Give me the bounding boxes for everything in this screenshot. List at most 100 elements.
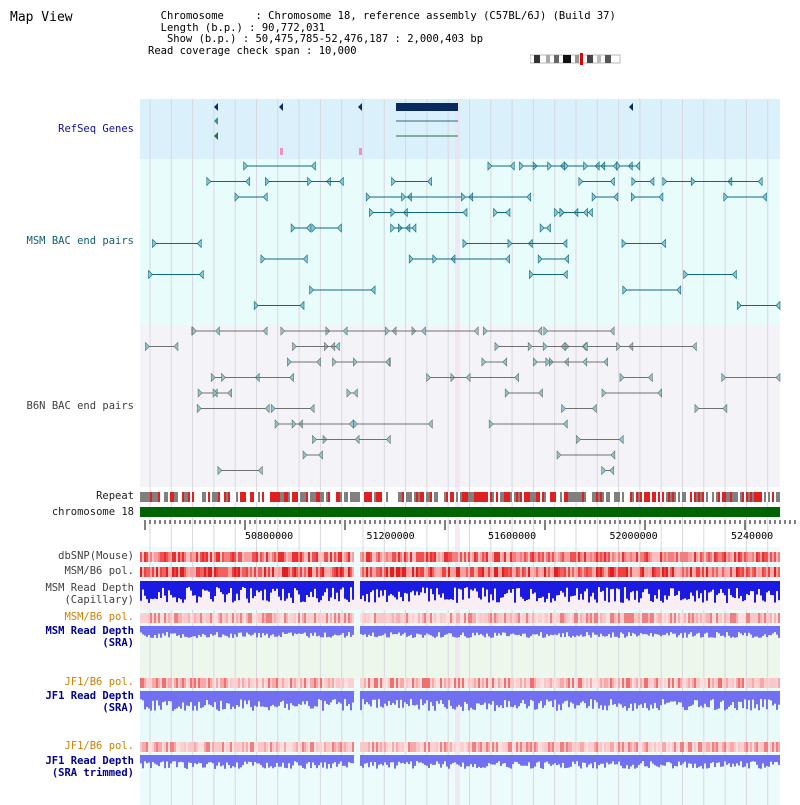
msm-bac-pair-end[interactable] [245,176,251,187]
msm-bac-pair-end[interactable] [762,192,767,202]
b6n-bac-pair-end[interactable] [274,419,280,429]
msm-bac-pair-end[interactable] [299,300,305,311]
msm-bac-pair-end[interactable] [432,254,438,264]
b6n-bac-pair-end[interactable] [722,403,728,414]
gene-block[interactable] [396,103,458,111]
b6n-bac-pair-end[interactable] [537,326,543,336]
msm-bac-pair-end[interactable] [661,238,666,249]
b6n-bac-pair-end[interactable] [221,372,226,383]
msm-bac-pair-end[interactable] [427,176,432,187]
msm-bac-pair-end[interactable] [408,254,414,264]
msm-bac-pair-end[interactable] [206,176,212,187]
b6n-bac-pair-end[interactable] [427,419,433,429]
b6n-bac-pair-end[interactable] [227,388,232,398]
msm-bac-pair-end[interactable] [509,161,515,171]
b6n-bac-pair-end[interactable] [543,326,549,336]
msm-bac-pair-end[interactable] [529,269,534,280]
gene-arrow[interactable] [358,103,362,111]
msm-bac-pair-end[interactable] [260,254,266,264]
msm-bac-pair-end[interactable] [539,223,545,233]
msm-bac-pair-end[interactable] [198,269,204,280]
b6n-bac-pair-end[interactable] [591,403,597,414]
msm-bac-pair-end[interactable] [547,161,553,171]
msm-bac-pair-end[interactable] [370,285,376,295]
msm-bac-pair-end[interactable] [564,254,569,264]
msm-bac-pair-end[interactable] [505,254,510,264]
msm-bac-pair-end[interactable] [775,300,781,311]
b6n-bac-pair-end[interactable] [619,372,625,383]
msm-bac-pair-end[interactable] [564,161,569,171]
msm-bac-pair-end[interactable] [391,176,396,187]
b6n-bac-pair-end[interactable] [292,341,297,352]
b6n-bac-pair-end[interactable] [192,326,197,336]
b6n-bac-pair-end[interactable] [481,357,487,367]
b6n-bac-pair-end[interactable] [576,434,581,445]
msm-bac-pair-end[interactable] [148,269,153,280]
msm-bac-pair-end[interactable] [562,238,568,249]
b6n-bac-pair-end[interactable] [353,357,358,367]
b6n-bac-pair-end[interactable] [385,326,390,336]
b6n-bac-pair-end[interactable] [691,341,697,352]
msm-bac-pair-end[interactable] [658,192,664,202]
msm-bac-pair-end[interactable] [562,269,568,280]
msm-bac-pair-end[interactable] [554,207,559,218]
b6n-bac-pair-end[interactable] [542,341,548,352]
msm-bac-pair-end[interactable] [583,207,588,218]
b6n-bac-pair-end[interactable] [609,465,615,476]
b6n-bac-pair-end[interactable] [465,372,471,383]
msm-bac-pair-end[interactable] [732,269,737,280]
b6n-bac-pair-end[interactable] [302,450,308,460]
msm-bac-pair-end[interactable] [583,161,589,171]
b6n-bac-pair-end[interactable] [561,403,566,414]
msm-bac-pair-end[interactable] [461,192,466,202]
b6n-bac-pair-end[interactable] [504,388,510,398]
b6n-bac-pair-end[interactable] [473,326,479,336]
msm-bac-pair-end[interactable] [152,238,157,249]
msm-bac-pair-end[interactable] [305,223,311,233]
b6n-bac-pair-end[interactable] [309,403,315,414]
msm-bac-pair-end[interactable] [493,207,498,218]
gene-arrow[interactable] [214,132,218,140]
b6n-bac-pair-end[interactable] [291,419,297,429]
gene-arrow[interactable] [214,117,218,125]
b6n-bac-pair-end[interactable] [354,434,360,445]
msm-bac-pair-end[interactable] [462,207,468,218]
msm-bac-pair-end[interactable] [253,300,259,311]
b6n-bac-pair-end[interactable] [385,434,391,445]
msm-bac-pair-end[interactable] [676,285,682,295]
msm-bac-pair-end[interactable] [649,176,655,187]
b6n-bac-pair-end[interactable] [618,434,624,445]
b6n-bac-pair-end[interactable] [527,341,533,352]
b6n-bac-pair-end[interactable] [173,341,179,352]
msm-bac-pair-end[interactable] [631,192,636,202]
b6n-bac-pair-end[interactable] [385,357,390,367]
b6n-bac-pair-end[interactable] [483,326,488,336]
b6n-bac-pair-end[interactable] [533,357,538,367]
gene-arrow[interactable] [629,103,633,111]
msm-bac-pair-end[interactable] [559,207,565,218]
msm-bac-pair-end[interactable] [338,176,344,187]
msm-bac-pair-end[interactable] [462,238,468,249]
msm-bac-pair-end[interactable] [487,161,493,171]
msm-bac-pair-end[interactable] [336,223,342,233]
msm-bac-pair-end[interactable] [390,223,396,233]
msm-bac-pair-end[interactable] [609,176,615,187]
b6n-bac-pair-end[interactable] [582,357,588,367]
msm-bac-pair-end[interactable] [262,192,268,202]
msm-bac-pair-end[interactable] [390,207,396,218]
msm-bac-pair-end[interactable] [307,176,313,187]
b6n-bac-pair-end[interactable] [562,419,568,429]
b6n-bac-pair-end[interactable] [342,326,348,336]
b6n-bac-pair-end[interactable] [610,450,616,460]
b6n-bac-pair-end[interactable] [335,341,340,352]
msm-bac-pair-end[interactable] [736,300,742,311]
b6n-bac-pair-end[interactable] [264,403,270,414]
msm-bac-pair-end[interactable] [519,161,524,171]
msm-bac-pair-end[interactable] [365,192,371,202]
b6n-bac-pair-end[interactable] [616,341,621,352]
b6n-bac-pair-end[interactable] [502,357,508,367]
msm-bac-pair-end[interactable] [302,254,308,264]
msm-bac-pair-end[interactable] [234,192,240,202]
msm-bac-pair-end[interactable] [265,176,270,187]
b6n-bac-pair-end[interactable] [488,419,494,429]
